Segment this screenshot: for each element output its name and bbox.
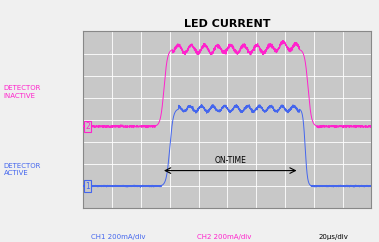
Text: 2: 2	[85, 122, 90, 131]
Text: DETECTOR
ACTIVE: DETECTOR ACTIVE	[4, 163, 41, 176]
Title: LED CURRENT: LED CURRENT	[184, 19, 271, 29]
Text: DETECTOR
INACTIVE: DETECTOR INACTIVE	[4, 85, 41, 99]
Text: ON-TIME: ON-TIME	[215, 156, 246, 165]
Text: CH2 200mA/div: CH2 200mA/div	[197, 234, 251, 240]
Text: CH1 200mA/div: CH1 200mA/div	[91, 234, 146, 240]
Text: 1: 1	[85, 182, 90, 190]
Text: 20μs/div: 20μs/div	[319, 234, 348, 240]
